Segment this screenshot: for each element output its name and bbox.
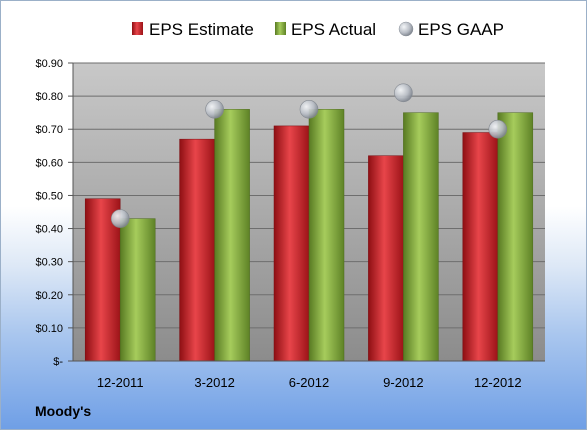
legend-swatch-estimate [132,22,143,35]
x-tick-label: 6-2012 [289,375,329,390]
x-tick-label: 3-2012 [194,375,234,390]
bar-eps-estimate [273,125,310,362]
legend-swatch-actual [275,22,286,35]
bar-eps-estimate [462,132,499,362]
bar-eps-actual [497,112,534,362]
y-tick-label: $0.30 [35,257,63,269]
bar-eps-actual [403,112,439,362]
x-tick-label: 12-2011 [97,375,144,390]
company-name: Moody's [35,403,92,419]
y-tick-label: $0.80 [35,91,63,103]
marker-eps-gaap [488,119,508,139]
bar-eps-actual [214,109,250,362]
bars [84,109,534,362]
y-tick-label: $0.90 [35,58,63,70]
marker-eps-gaap [394,83,413,103]
marker-eps-gaap [110,209,130,228]
bar-eps-estimate [179,138,215,362]
y-tick-label: $- [53,356,63,368]
y-tick-label: $0.10 [35,323,63,335]
legend-swatch-gaap [398,21,414,37]
legend-label-gaap: EPS GAAP [418,20,504,39]
marker-eps-gaap [205,100,224,119]
bar-eps-actual [308,109,345,362]
bar-eps-estimate [368,155,404,362]
legend-label-estimate: EPS Estimate [149,20,254,39]
legend: EPS Estimate EPS Actual EPS GAAP [132,20,504,39]
marker-eps-gaap [299,100,319,119]
eps-chart: EPS Estimate EPS Actual EPS GAAP $- $0.10… [35,20,545,390]
bar-eps-actual [119,218,156,362]
x-tick-label: 12-2012 [474,375,522,390]
gaap-markers [110,83,508,228]
x-axis: 12-2011 3-2012 6-2012 9-2012 12-2012 [73,360,545,390]
y-tick-label: $0.40 [35,224,63,236]
y-tick-label: $0.50 [35,190,63,202]
y-axis: $- $0.10 $0.20 $0.30 $0.40 $0.50 $0.60 $0.70 $0.… [35,58,74,368]
y-tick-label: $0.60 [35,157,63,169]
y-tick-label: $0.20 [35,290,63,302]
x-tick-label: 9-2012 [383,375,423,390]
y-tick-label: $0.70 [35,124,63,136]
legend-label-actual: EPS Actual [291,20,376,39]
